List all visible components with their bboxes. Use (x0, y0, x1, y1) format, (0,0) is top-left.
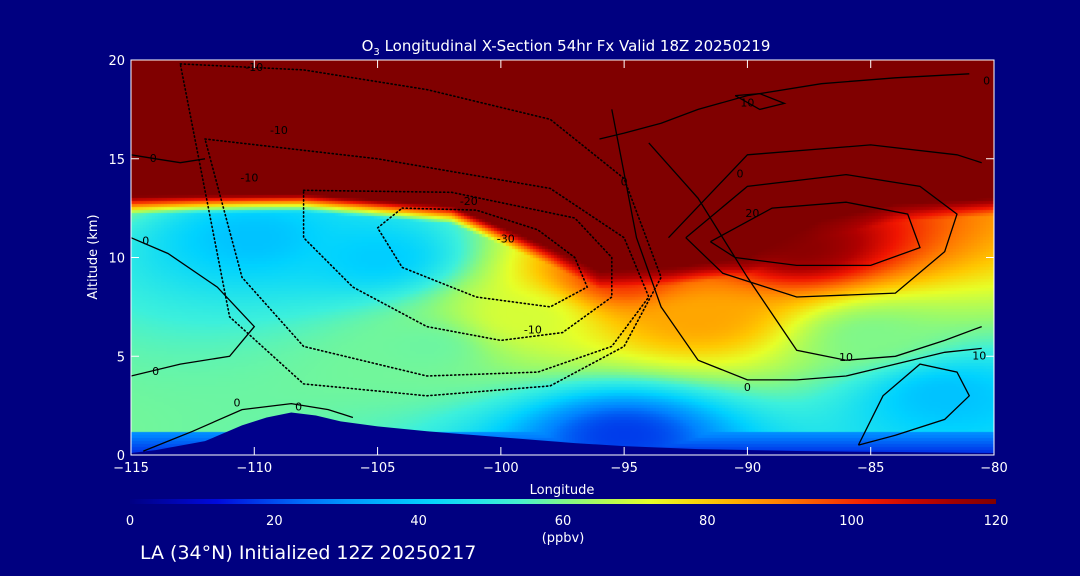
contour-label: -10 (240, 172, 258, 185)
contour-line (376, 207, 589, 308)
chart-title-subscript: 3 (373, 47, 379, 58)
contour-label: 0 (295, 401, 302, 414)
contour-label: 10 (839, 351, 853, 364)
terrain-profile (131, 412, 994, 455)
x-axis-label: Longitude (530, 483, 595, 498)
contour-label: 20 (745, 207, 759, 220)
ozone-heatmap (131, 60, 994, 455)
y-tick-label: 20 (108, 54, 125, 69)
x-tick-label: −85 (857, 461, 884, 476)
contour-label: 10 (740, 96, 754, 109)
contour-line (143, 402, 354, 452)
contour-line (611, 109, 982, 381)
x-tick-label: −100 (483, 461, 519, 476)
y-axis-ticks: 0 5 10 15 20 (108, 54, 994, 464)
colorbar-tick-label: 80 (699, 514, 716, 529)
colorbar (130, 499, 996, 504)
contour-label: -20 (460, 195, 478, 208)
contour-line (710, 201, 921, 267)
contour-label: -30 (497, 233, 515, 246)
colorbar-tick-label: 100 (839, 514, 864, 529)
ozone-field-canvas (131, 60, 994, 455)
contour-label: 0 (234, 397, 241, 410)
contour-line (648, 142, 982, 361)
contour-line (857, 363, 971, 446)
colorbar-tick-label: 60 (555, 514, 572, 529)
contour-label: -10 (524, 324, 542, 337)
contour-label: 0 (150, 152, 157, 165)
contour-line (685, 173, 958, 298)
x-tick-label: −115 (113, 461, 149, 476)
contour-label: 0 (152, 365, 159, 378)
y-tick-label: 5 (117, 350, 125, 365)
chart-title-main: Longitudinal X-Section 54hr Fx Valid 18Z… (380, 37, 771, 55)
contour-line (204, 138, 650, 377)
contour-label: 0 (142, 235, 149, 248)
contour-label: -10 (270, 124, 288, 137)
contour-lines (131, 63, 982, 452)
contour-label: 0 (983, 75, 990, 88)
y-tick-label: 0 (117, 449, 125, 464)
contour-label: 0 (621, 175, 628, 188)
colorbar-tick-label: 0 (126, 514, 134, 529)
contour-line (668, 144, 982, 239)
colorbar-tick-label: 120 (984, 514, 1009, 529)
contour-line (302, 189, 613, 342)
x-tick-label: −80 (980, 461, 1007, 476)
x-axis-ticks: −115 −110 −105 −100 −95 −90 −85 −80 (113, 60, 1008, 476)
colorbar-tick-label: 20 (266, 514, 283, 529)
x-tick-label: −105 (360, 461, 396, 476)
contour-line (131, 237, 256, 377)
contour-label: 0 (744, 381, 751, 394)
y-tick-label: 10 (108, 252, 125, 267)
y-tick-label: 15 (108, 153, 125, 168)
x-tick-label: −95 (610, 461, 637, 476)
contour-line (599, 73, 970, 140)
terrain (131, 412, 994, 455)
chart-title: O3 Longitudinal X-Section 54hr Fx Valid … (362, 37, 771, 58)
x-tick-label: −110 (236, 461, 272, 476)
contour-label: 10 (972, 349, 986, 362)
contour-label: 0 (737, 168, 744, 181)
colorbar-tick-label: 40 (410, 514, 427, 529)
contour-line (131, 154, 206, 164)
contour-line (179, 63, 662, 397)
x-tick-label: −90 (734, 461, 761, 476)
initialization-note: LA (34°N) Initialized 12Z 20250217 (140, 542, 477, 564)
chart-title-prefix: O (362, 37, 374, 55)
colorbar-ticks: 0 20 40 60 80 100 120 (126, 514, 1009, 529)
colorbar-unit: (ppbv) (542, 531, 585, 546)
y-axis-label: Altitude (km) (86, 214, 101, 299)
contour-line (734, 92, 787, 111)
